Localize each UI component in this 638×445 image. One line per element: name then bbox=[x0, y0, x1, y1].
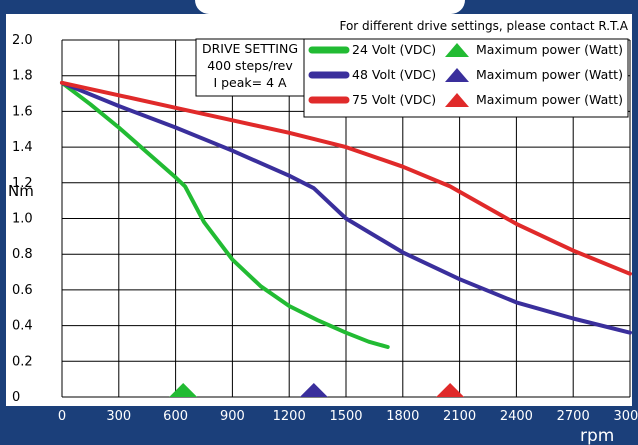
legend-marker-label: Maximum power (Watt) bbox=[476, 67, 623, 82]
series-48v-line bbox=[60, 80, 632, 335]
x-axis-label: rpm bbox=[580, 426, 614, 445]
drive-setting-steps: 400 steps/rev bbox=[207, 58, 293, 73]
legend-marker-label: Maximum power (Watt) bbox=[476, 92, 623, 107]
x-tick-label: 1800 bbox=[386, 409, 419, 424]
y-tick-label: 1.8 bbox=[12, 69, 33, 84]
drive-setting-title: DRIVE SETTING bbox=[202, 41, 298, 56]
max-power-marker-24v bbox=[169, 383, 198, 397]
x-tick-label: 600 bbox=[163, 409, 188, 424]
legend-marker-label: Maximum power (Watt) bbox=[476, 42, 623, 57]
header-band bbox=[0, 0, 638, 14]
header-note: For different drive settings, please con… bbox=[339, 19, 628, 33]
legend-marker bbox=[445, 93, 469, 107]
drive-setting-current: I peak= 4 A bbox=[213, 75, 287, 90]
legend-series-label: 48 Volt (VDC) bbox=[352, 67, 436, 82]
x-tick-label: 1500 bbox=[329, 409, 362, 424]
x-tick-label: 0 bbox=[58, 409, 66, 424]
x-tick-label: 2100 bbox=[443, 409, 476, 424]
max-power-marker-48v bbox=[299, 383, 328, 397]
y-tick-label: 0.8 bbox=[12, 247, 33, 262]
legend-marker bbox=[445, 43, 469, 57]
y-tick-label: 0.6 bbox=[12, 283, 33, 298]
x-tick-label: 900 bbox=[220, 409, 245, 424]
legend-marker bbox=[445, 68, 469, 82]
series-75v-line bbox=[60, 80, 632, 276]
x-tick-labels: 0 300 600 900 1200 1500 1800 2100 2400 2700 3000 bbox=[58, 409, 638, 424]
drive-setting-box: DRIVE SETTING 400 steps/rev I peak= 4 A bbox=[195, 38, 305, 97]
y-tick-label: 1.4 bbox=[12, 140, 33, 155]
x-tick-label: 2400 bbox=[500, 409, 533, 424]
y-tick-label: 1.2 bbox=[12, 176, 33, 191]
x-tick-label: 1200 bbox=[273, 409, 306, 424]
y-tick-label: 0.4 bbox=[12, 319, 33, 334]
y-tick-label: 1.0 bbox=[12, 212, 33, 227]
max-power-marker-75v bbox=[436, 383, 465, 397]
y-tick-label: 1.6 bbox=[12, 104, 33, 119]
y-tick-label: 0.2 bbox=[12, 354, 33, 369]
header-notch bbox=[195, 0, 465, 14]
series-lines bbox=[60, 80, 632, 349]
x-tick-label: 3000 bbox=[613, 409, 638, 424]
x-tick-label: 300 bbox=[106, 409, 131, 424]
legend-series-label: 24 Volt (VDC) bbox=[352, 42, 436, 57]
y-tick-labels: 0 0.2 0.4 0.6 0.8 1.0 1.2 1.4 1.6 1.8 2.0 bbox=[12, 33, 33, 405]
x-tick-label: 2700 bbox=[557, 409, 590, 424]
y-tick-label: 0 bbox=[12, 390, 20, 405]
legend: 24 Volt (VDC) Maximum power (Watt) 48 Volt… bbox=[303, 38, 629, 118]
series-24v-line bbox=[60, 80, 390, 349]
legend-series-label: 75 Volt (VDC) bbox=[352, 92, 436, 107]
max-power-markers bbox=[169, 383, 465, 397]
y-tick-label: 2.0 bbox=[12, 33, 33, 48]
y-axis-label: Nm bbox=[8, 182, 34, 200]
